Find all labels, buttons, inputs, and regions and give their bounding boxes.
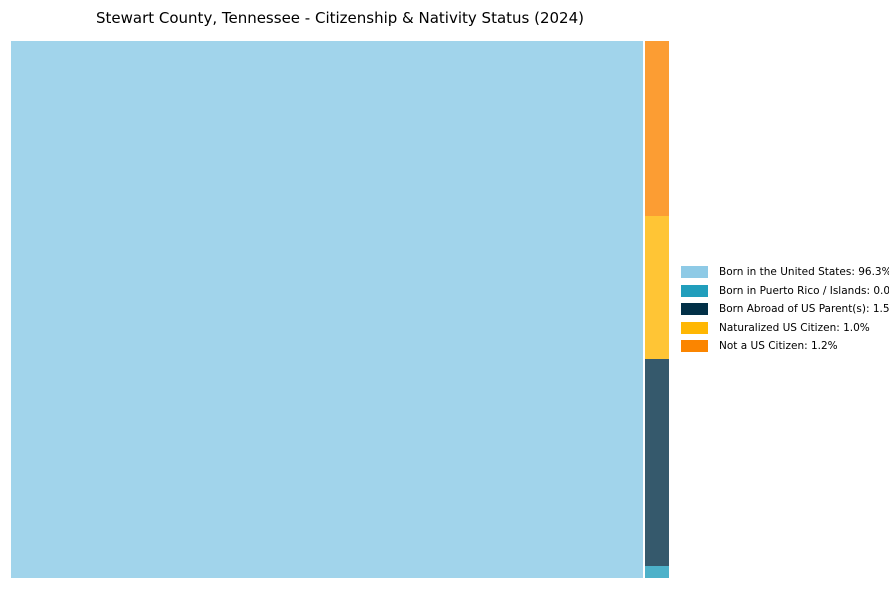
legend-row: Born Abroad of US Parent(s): 1.5% [681, 303, 889, 315]
treemap-cell-born-puerto-rico [645, 566, 669, 578]
legend-row: Naturalized US Citizen: 1.0% [681, 321, 889, 334]
treemap-cell-not-us-citizen [645, 41, 669, 216]
treemap-cell-naturalized [645, 216, 669, 359]
legend-label: Born in Puerto Rico / Islands: 0.0% [719, 284, 889, 297]
legend-swatch-icon [681, 321, 708, 334]
legend-label: Naturalized US Citizen: 1.0% [719, 321, 870, 334]
treemap-cell-born-abroad [645, 359, 669, 566]
treemap-cell-born-in-us [11, 41, 643, 578]
legend-swatch-icon [681, 340, 708, 352]
legend-label: Born Abroad of US Parent(s): 1.5% [719, 303, 889, 315]
legend-label: Not a US Citizen: 1.2% [719, 340, 838, 352]
legend-label: Born in the United States: 96.3% [719, 266, 889, 278]
legend-swatch-icon [681, 303, 708, 315]
legend-swatch-icon [681, 266, 708, 278]
legend-row: Not a US Citizen: 1.2% [681, 340, 889, 352]
treemap-plot-area [11, 41, 669, 578]
chart-title: Stewart County, Tennessee - Citizenship … [95, 9, 584, 27]
legend-swatch-icon [681, 284, 708, 297]
legend: Born in the United States: 96.3% Born in … [681, 266, 889, 359]
legend-row: Born in the United States: 96.3% [681, 266, 889, 278]
legend-row: Born in Puerto Rico / Islands: 0.0% [681, 284, 889, 297]
